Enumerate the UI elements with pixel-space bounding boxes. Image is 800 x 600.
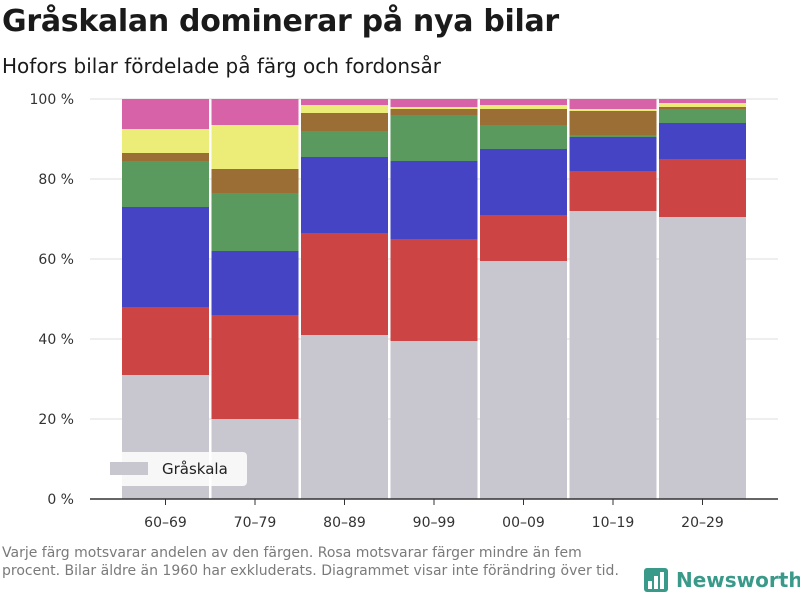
bar-segment [211, 125, 299, 169]
bar-segment [390, 239, 478, 341]
bar-segment [301, 131, 388, 157]
axes: 0 % 20 % 40 % 60 % 80 % 100 % 60–69 70–79 80–89 9… [30, 92, 778, 531]
bar-segment [480, 125, 567, 149]
brand-name: Newsworthy [676, 568, 800, 592]
legend-box [101, 452, 247, 486]
bar-segment [659, 123, 746, 159]
y-tick-label: 20 % [38, 412, 74, 428]
bar-segment [301, 335, 388, 499]
bar-segment [390, 115, 478, 161]
bar-segment [659, 103, 746, 107]
x-tick-label: 70–79 [234, 515, 277, 531]
chart-title: Gråskalan dominerar på nya bilar [2, 4, 559, 39]
bar-segment [211, 193, 299, 251]
stacked-bar-chart: 0 % 20 % 40 % 60 % 80 % 100 % 60–69 70–79 80–89 9… [30, 92, 778, 531]
y-tick-label: 60 % [38, 252, 74, 268]
bar-segment [480, 261, 567, 499]
bar-chart-icon [644, 568, 668, 592]
bars [122, 99, 746, 499]
bar-segment [390, 107, 478, 109]
bar-segment [122, 207, 209, 307]
bar-segment [659, 99, 746, 103]
x-tick-label: 60–69 [144, 515, 187, 531]
bar-segment [390, 341, 478, 499]
bar-segment [569, 99, 657, 109]
bar-segment [301, 157, 388, 233]
bar-segment [122, 161, 209, 207]
x-tick-label: 90–99 [413, 515, 456, 531]
y-tick-label: 80 % [38, 172, 74, 188]
bar-segment [569, 135, 657, 137]
bar-segment [122, 307, 209, 375]
bar-segment [390, 99, 478, 107]
chart-subtitle: Hofors bilar fördelade på färg och fordo… [2, 54, 441, 78]
bar-segment [480, 105, 567, 109]
bar-segment [211, 251, 299, 315]
bar-segment [480, 215, 567, 261]
x-tick-label: 00–09 [502, 515, 545, 531]
bar-segment [569, 171, 657, 211]
bar-segment [122, 129, 209, 153]
bar-segment [211, 99, 299, 125]
bar-segment [301, 99, 388, 105]
x-tick-label: 10–19 [592, 515, 635, 531]
bar-segment [211, 169, 299, 193]
bar-segment [390, 109, 478, 115]
legend-label: Gråskala [162, 460, 228, 478]
y-tick-label: 100 % [30, 92, 74, 108]
bar-segment [480, 109, 567, 125]
footnote: Varje färg motsvarar andelen av den färg… [2, 545, 619, 579]
x-tick-label: 20–29 [681, 515, 724, 531]
x-tick-label: 80–89 [323, 515, 366, 531]
bar-segment [569, 137, 657, 171]
bar-segment [569, 109, 657, 111]
bar-segment [211, 315, 299, 419]
bar-segment [122, 99, 209, 129]
bar-segment [480, 99, 567, 105]
bar-segment [390, 161, 478, 239]
bar-segment [569, 111, 657, 135]
bar-segment [659, 109, 746, 123]
brand-logo: Newsworthy [644, 568, 800, 592]
bar-segment [659, 217, 746, 499]
bar-segment [301, 113, 388, 131]
bar-segment [659, 159, 746, 217]
y-tick-label: 0 % [47, 492, 74, 508]
bar-segment [122, 153, 209, 161]
bar-segment [659, 107, 746, 109]
bar-segment [301, 233, 388, 335]
bar-segment [569, 211, 657, 499]
legend: Gråskala [101, 452, 247, 486]
bar-segment [301, 105, 388, 113]
legend-swatch [110, 462, 148, 475]
y-tick-label: 40 % [38, 332, 74, 348]
bar-segment [480, 149, 567, 215]
